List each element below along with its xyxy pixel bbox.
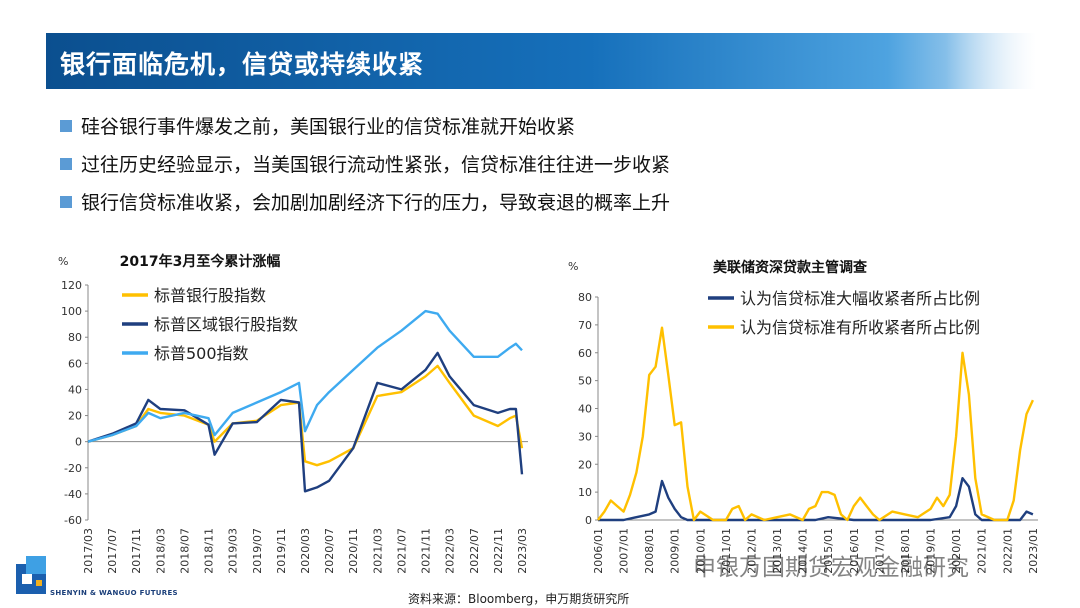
series-line-0 <box>598 477 1034 522</box>
y-tick-label: 60 <box>578 347 592 360</box>
right-chart: % 美联储资深贷款主管调查 0 10 20 30 40 50 60 70 80 2006/01 20… <box>568 259 1040 574</box>
legend-label: 认为信贷标准有所收紧者所占比例 <box>740 318 980 337</box>
bullet-item: 硅谷银行事件爆发之前，美国银行业的信贷标准就开始收紧 <box>60 112 575 139</box>
x-tick-label: 2006/01 <box>592 528 605 574</box>
y-tick-label: 80 <box>578 291 592 304</box>
y-tick-label: 70 <box>578 319 592 332</box>
x-tick-label: 2008/01 <box>643 528 656 574</box>
x-tick-label: 2021/01 <box>976 528 989 574</box>
bullet-item: 过往历史经验显示，当美国银行流动性紧张，信贷标准往往进一步收紧 <box>60 150 670 177</box>
y-tick-label: -60 <box>64 514 82 527</box>
legend-label: 标普银行股指数 <box>154 286 266 305</box>
y-tick-label: 20 <box>68 410 82 423</box>
x-tick-label: 2020/07 <box>323 528 336 574</box>
right-chart-title: 美联储资深贷款主管调查 <box>713 259 868 276</box>
left-chart: % 2017年3月至今累计涨幅 -60 -40 -20 0 20 40 60 80 100 120… <box>58 253 529 574</box>
watermark-text: 申银万国期货宏观金融研究 <box>693 555 969 581</box>
x-tick-label: 2018/11 <box>203 528 216 574</box>
company-logo-icon <box>16 556 46 594</box>
x-tick-label: 2011/01 <box>720 528 733 574</box>
bullet-square-icon <box>60 196 72 208</box>
y-tick-label: 50 <box>578 375 592 388</box>
x-tick-label: 2014/01 <box>797 528 810 574</box>
x-tick-label: 2017/07 <box>106 528 119 574</box>
x-tick-label: 2018/07 <box>178 528 191 574</box>
y-tick-label: 60 <box>68 357 82 370</box>
bullet-square-icon <box>60 158 72 170</box>
x-tick-label: 2019/11 <box>275 528 288 574</box>
x-tick-label: 2017/01 <box>873 528 886 574</box>
bullet-text: 过往历史经验显示，当美国银行流动性紧张，信贷标准往往进一步收紧 <box>81 154 671 176</box>
x-tick-label: 2018/03 <box>154 528 167 574</box>
y-tick-label: 0 <box>75 436 82 449</box>
legend-label: 标普500指数 <box>154 344 249 363</box>
y-tick-label: 100 <box>61 305 82 318</box>
x-tick-label: 2015/01 <box>822 528 835 574</box>
x-tick-label: 2020/11 <box>347 528 360 574</box>
x-tick-label: 2023/03 <box>516 528 529 574</box>
legend-label: 认为信贷标准大幅收紧者所占比例 <box>740 289 980 308</box>
y-tick-label: 10 <box>578 486 592 499</box>
y-tick-label: 80 <box>68 331 82 344</box>
y-tick-label: 120 <box>61 279 82 292</box>
x-tick-label: 2021/07 <box>395 528 408 574</box>
y-tick-label: 40 <box>578 403 592 416</box>
page-title: 银行面临危机，信贷或持续收紧 <box>60 50 425 79</box>
x-tick-label: 2023/01 <box>1027 528 1040 574</box>
x-tick-label: 2017/03 <box>82 528 95 574</box>
y-tick-label: 30 <box>578 430 592 443</box>
x-tick-label: 2012/01 <box>745 528 758 574</box>
title-bar-fade <box>946 33 1036 89</box>
y-tick-label: 40 <box>68 383 82 396</box>
legend-label: 标普区域银行股指数 <box>154 315 298 334</box>
x-tick-label: 2019/03 <box>227 528 240 574</box>
series-line-1 <box>87 351 524 493</box>
left-chart-title: 2017年3月至今累计涨幅 <box>120 253 281 270</box>
x-tick-label: 2013/01 <box>771 528 784 574</box>
series-line-0 <box>87 364 524 467</box>
x-tick-label: 2018/01 <box>899 528 912 574</box>
series-line-1 <box>597 326 1034 522</box>
x-tick-label: 2021/11 <box>420 528 433 574</box>
title-bar: 银行面临危机，信贷或持续收紧 <box>46 33 1036 89</box>
x-tick-label: 2017/11 <box>130 528 143 574</box>
left-chart-unit: % <box>58 255 68 268</box>
x-tick-label: 2007/01 <box>618 528 631 574</box>
y-tick-label: -20 <box>64 462 82 475</box>
x-tick-label: 2019/01 <box>925 528 938 574</box>
right-chart-unit: % <box>568 260 578 273</box>
source-note: 资料来源：Bloomberg，申万期货研究所 <box>408 592 630 606</box>
x-tick-label: 2022/03 <box>444 528 457 574</box>
bullet-square-icon <box>60 120 72 132</box>
x-tick-label: 2020/01 <box>950 528 963 574</box>
company-logo-text: SHENYIN & WANGUO FUTURES <box>50 589 178 597</box>
x-tick-label: 2021/03 <box>371 528 384 574</box>
bullet-text: 银行信贷标准收紧，会加剧加剧经济下行的压力，导致衰退的概率上升 <box>81 192 671 214</box>
x-tick-label: 2016/01 <box>848 528 861 574</box>
y-tick-label: 20 <box>578 458 592 471</box>
x-tick-label: 2020/03 <box>299 528 312 574</box>
x-tick-label: 2009/01 <box>669 528 682 574</box>
y-tick-label: 0 <box>585 514 592 527</box>
bullet-item: 银行信贷标准收紧，会加剧加剧经济下行的压力，导致衰退的概率上升 <box>60 188 670 215</box>
x-tick-label: 2022/01 <box>1001 528 1014 574</box>
bullet-text: 硅谷银行事件爆发之前，美国银行业的信贷标准就开始收紧 <box>81 116 576 138</box>
x-tick-label: 2019/07 <box>251 528 264 574</box>
series-line-2 <box>87 309 523 443</box>
x-tick-label: 2010/01 <box>694 528 707 574</box>
x-tick-label: 2022/11 <box>492 528 505 574</box>
x-tick-label: 2022/07 <box>468 528 481 574</box>
y-tick-label: -40 <box>64 488 82 501</box>
